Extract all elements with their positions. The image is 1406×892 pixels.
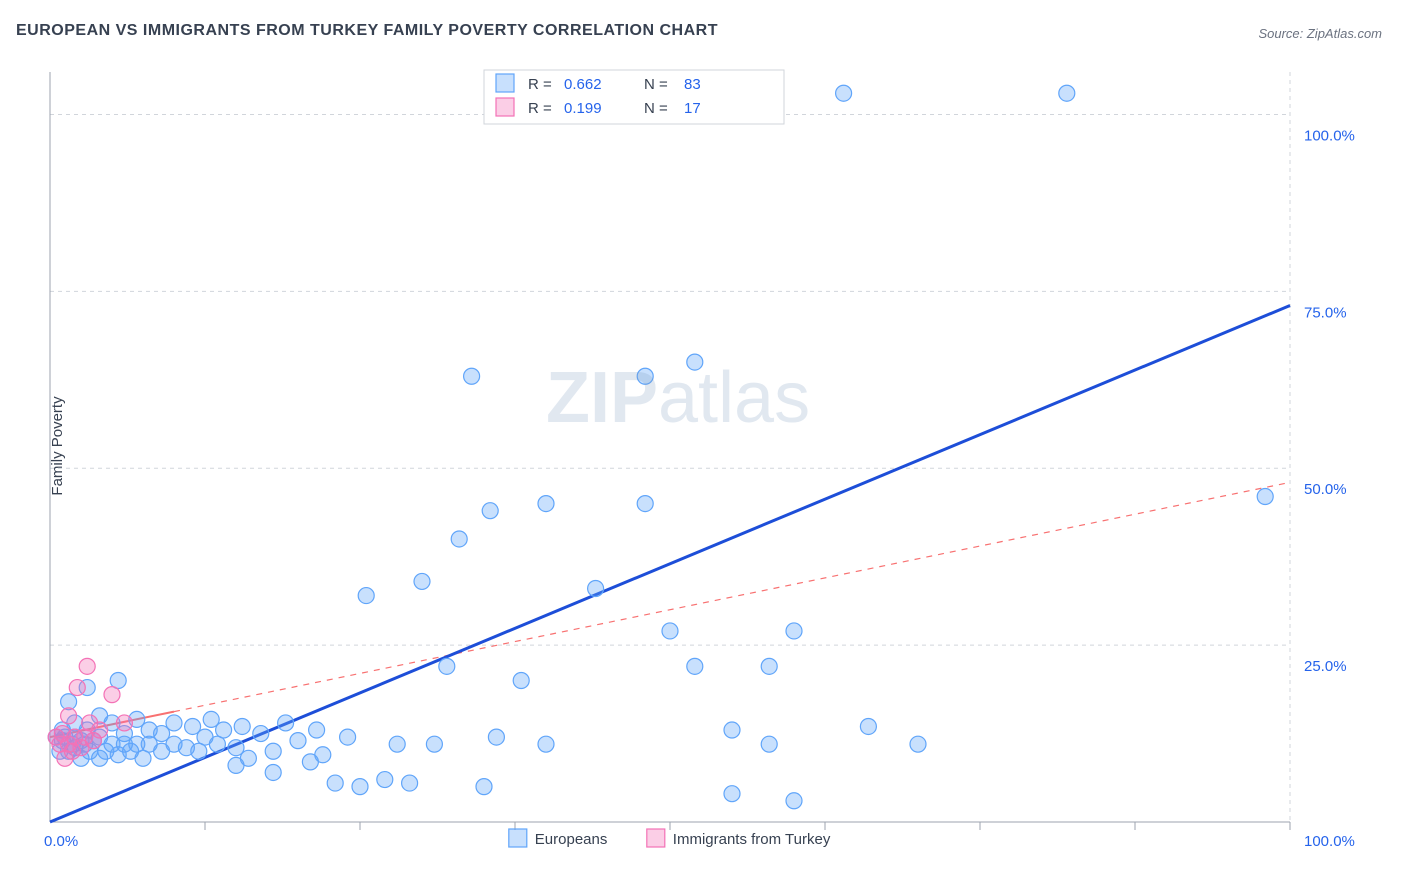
legend-bottom-label: Immigrants from Turkey [673,831,831,848]
source-attribution: Source: ZipAtlas.com [1258,26,1382,41]
scatter-point-europeans [265,764,281,780]
scatter-point-europeans [662,623,678,639]
scatter-point-europeans [687,354,703,370]
scatter-point-turkey [61,708,77,724]
scatter-point-europeans [278,715,294,731]
chart-title: EUROPEAN VS IMMIGRANTS FROM TURKEY FAMIL… [16,22,718,40]
scatter-point-europeans [538,496,554,512]
trend-line-turkey-dashed [174,482,1290,711]
scatter-point-europeans [476,779,492,795]
scatter-point-europeans [290,733,306,749]
scatter-point-europeans [588,581,604,597]
scatter-point-europeans [860,718,876,734]
scatter-point-europeans [265,743,281,759]
scatter-point-europeans [240,750,256,766]
scatter-point-europeans [1257,489,1273,505]
scatter-point-europeans [426,736,442,752]
legend-bottom-label: Europeans [535,831,608,848]
scatter-point-europeans [761,736,777,752]
scatter-point-europeans [439,658,455,674]
scatter-chart: 25.0% 50.0% 75.0% 100.0% 0.0% 100.0% R = 0.662 N… [40,62,1370,852]
scatter-point-europeans [315,747,331,763]
legend-top-n-label: N = [644,100,668,117]
scatter-point-europeans [786,793,802,809]
scatter-point-europeans [761,658,777,674]
legend-top-n-label: N = [644,76,668,93]
legend-bottom-swatch [647,829,665,847]
scatter-point-europeans [786,623,802,639]
scatter-point-europeans [377,772,393,788]
scatter-point-europeans [724,722,740,738]
scatter-point-europeans [414,573,430,589]
scatter-point-europeans [327,775,343,791]
scatter-point-europeans [402,775,418,791]
legend-top-r-label: R = [528,100,552,117]
scatter-point-europeans [309,722,325,738]
scatter-point-europeans [637,496,653,512]
scatter-point-turkey [104,687,120,703]
scatter-point-europeans [340,729,356,745]
scatter-point-europeans [482,503,498,519]
scatter-point-europeans [724,786,740,802]
legend-top-n-value: 17 [684,100,701,117]
scatter-point-europeans [637,368,653,384]
scatter-point-europeans [389,736,405,752]
y-tick-label: 100.0% [1304,127,1355,144]
y-tick-label: 50.0% [1304,481,1347,498]
y-tick-label: 25.0% [1304,658,1347,675]
scatter-point-europeans [513,672,529,688]
scatter-point-turkey [116,715,132,731]
scatter-point-europeans [216,722,232,738]
legend-bottom-swatch [509,829,527,847]
x-origin-label: 0.0% [44,833,78,850]
scatter-point-europeans [538,736,554,752]
scatter-point-turkey [69,680,85,696]
legend-top-swatch [496,74,514,92]
scatter-point-europeans [352,779,368,795]
x-max-label: 100.0% [1304,833,1355,850]
scatter-point-turkey [79,658,95,674]
legend-top-r-value: 0.199 [564,100,602,117]
scatter-point-europeans [488,729,504,745]
scatter-point-europeans [1059,85,1075,101]
y-tick-label: 75.0% [1304,304,1347,321]
scatter-point-europeans [687,658,703,674]
scatter-point-europeans [451,531,467,547]
scatter-point-europeans [358,588,374,604]
legend-top-r-label: R = [528,76,552,93]
scatter-point-europeans [910,736,926,752]
legend-top-r-value: 0.662 [564,76,602,93]
legend-top-swatch [496,98,514,116]
scatter-point-europeans [234,718,250,734]
legend-top-n-value: 83 [684,76,701,93]
scatter-point-turkey [92,722,108,738]
scatter-point-europeans [166,715,182,731]
scatter-point-europeans [836,85,852,101]
scatter-point-europeans [253,726,269,742]
scatter-point-europeans [464,368,480,384]
